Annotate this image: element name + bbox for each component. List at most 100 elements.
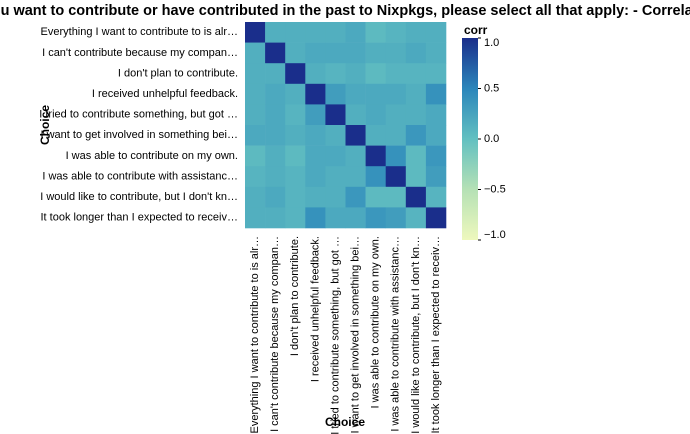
heatmap-cell bbox=[245, 83, 266, 105]
heatmap-cell bbox=[285, 42, 306, 64]
heatmap-cell bbox=[245, 125, 266, 146]
x-tick-label: I was able to contribute on my own. bbox=[370, 236, 382, 408]
heatmap-cell bbox=[365, 166, 386, 188]
y-tick-label: I tried to contribute something, but got… bbox=[39, 109, 238, 121]
heatmap-cell bbox=[305, 83, 326, 105]
heatmap-cell bbox=[405, 166, 427, 188]
heatmap-cell bbox=[425, 63, 447, 85]
heatmap-cell bbox=[265, 125, 286, 146]
heatmap-cell bbox=[345, 63, 366, 85]
heatmap-cell bbox=[325, 207, 346, 229]
y-axis-title: Choice bbox=[38, 105, 52, 145]
heatmap-cell bbox=[385, 63, 407, 85]
heatmap-cell bbox=[385, 207, 407, 229]
heatmap-cell bbox=[425, 207, 447, 229]
heatmap-cell bbox=[345, 22, 366, 43]
heatmap-cell bbox=[385, 145, 407, 167]
heatmap-cell bbox=[305, 125, 326, 146]
heatmap-cell bbox=[345, 166, 366, 188]
heatmap-cell bbox=[365, 63, 386, 85]
heatmap-cell bbox=[345, 145, 366, 167]
heatmap-cell bbox=[325, 186, 346, 208]
y-tick-label: It took longer than I expected to receiv… bbox=[40, 212, 238, 224]
heatmap-cell bbox=[385, 22, 407, 43]
colorbar-title: corr bbox=[464, 23, 488, 37]
heatmap-cell bbox=[425, 104, 447, 126]
heatmap-cell bbox=[305, 207, 326, 229]
heatmap-cell bbox=[285, 145, 306, 167]
heatmap-cell bbox=[425, 145, 447, 167]
heatmap-cell bbox=[245, 186, 266, 208]
heatmap-cell bbox=[365, 42, 386, 64]
heatmap-cell bbox=[285, 63, 306, 85]
heatmap-cell bbox=[365, 104, 386, 126]
heatmap-cell bbox=[345, 125, 366, 146]
heatmap-cell bbox=[245, 63, 266, 85]
heatmap-cell bbox=[425, 22, 447, 43]
x-tick-label: It took longer than I expected to receiv… bbox=[430, 236, 442, 434]
heatmap-cell bbox=[265, 166, 286, 188]
heatmap-cell bbox=[305, 22, 326, 43]
heatmap-cell bbox=[325, 22, 346, 43]
colorbar-tick-label: 1.0 bbox=[484, 37, 499, 49]
heatmap-cell bbox=[285, 166, 306, 188]
heatmap-cell bbox=[345, 186, 366, 208]
heatmap-cell bbox=[245, 22, 266, 43]
heatmap-cell bbox=[385, 104, 407, 126]
heatmap-cell bbox=[425, 42, 447, 64]
x-tick-label: I tried to contribute something, but got… bbox=[329, 236, 341, 434]
colorbar bbox=[462, 38, 478, 240]
heatmap-cell bbox=[365, 145, 386, 167]
y-tick-label: I want to get involved in something bei… bbox=[40, 129, 238, 141]
heatmap-cell bbox=[385, 83, 407, 105]
heatmap-cell bbox=[325, 104, 346, 126]
y-tick-label: Everything I want to contribute to is al… bbox=[41, 26, 238, 38]
x-tick-label: I was able to contribute with assistanc… bbox=[390, 236, 402, 432]
heatmap-cell bbox=[285, 104, 306, 126]
heatmap-cell bbox=[425, 125, 447, 146]
heatmap-cell bbox=[365, 83, 386, 105]
heatmap-cell bbox=[405, 63, 427, 85]
y-tick-label: I was able to contribute on my own. bbox=[66, 150, 238, 162]
heatmap-cell bbox=[325, 166, 346, 188]
x-tick-label: I want to get involved in something bei… bbox=[349, 236, 361, 434]
heatmap-cell bbox=[345, 83, 366, 105]
heatmap-cell bbox=[285, 125, 306, 146]
heatmap-cell bbox=[285, 186, 306, 208]
heatmap-cell bbox=[265, 186, 286, 208]
heatmap-cell bbox=[405, 207, 427, 229]
x-tick-label: I can't contribute because my compan… bbox=[269, 236, 281, 432]
y-tick-label: I can't contribute because my compan… bbox=[42, 47, 238, 59]
heatmap-cell bbox=[345, 207, 366, 229]
heatmap-cell bbox=[345, 42, 366, 64]
heatmap-cell bbox=[285, 22, 306, 43]
heatmap-cell bbox=[305, 63, 326, 85]
heatmap-cell bbox=[265, 22, 286, 43]
heatmap-cell bbox=[305, 145, 326, 167]
heatmap-cell bbox=[365, 186, 386, 208]
heatmap-cell bbox=[305, 42, 326, 64]
heatmap-cell bbox=[405, 83, 427, 105]
heatmap-cell bbox=[305, 104, 326, 126]
y-tick-label: I was able to contribute with assistanc… bbox=[42, 170, 238, 182]
heatmap-cell bbox=[245, 166, 266, 188]
colorbar-tick-label: −1.0 bbox=[484, 229, 506, 241]
heatmap-cell bbox=[405, 104, 427, 126]
heatmap-cell bbox=[325, 63, 346, 85]
x-tick-label: Everything I want to contribute to is al… bbox=[249, 236, 261, 433]
colorbar-tick-label: −0.5 bbox=[484, 183, 506, 195]
heatmap-cell bbox=[305, 186, 326, 208]
y-tick-label: I don't plan to contribute. bbox=[118, 67, 238, 79]
chart-title: If you want to contribute or have contri… bbox=[0, 3, 690, 19]
heatmap-cell bbox=[405, 145, 427, 167]
heatmap-cell bbox=[345, 104, 366, 126]
x-tick-label: I don't plan to contribute. bbox=[289, 236, 301, 356]
heatmap-cell bbox=[325, 83, 346, 105]
heatmap-cell bbox=[325, 145, 346, 167]
heatmap-cell bbox=[385, 186, 407, 208]
heatmap-cell bbox=[425, 83, 447, 105]
x-tick-label: I would like to contribute, but I don't … bbox=[410, 236, 422, 434]
heatmap-cell bbox=[245, 207, 266, 229]
heatmap-cell bbox=[265, 63, 286, 85]
